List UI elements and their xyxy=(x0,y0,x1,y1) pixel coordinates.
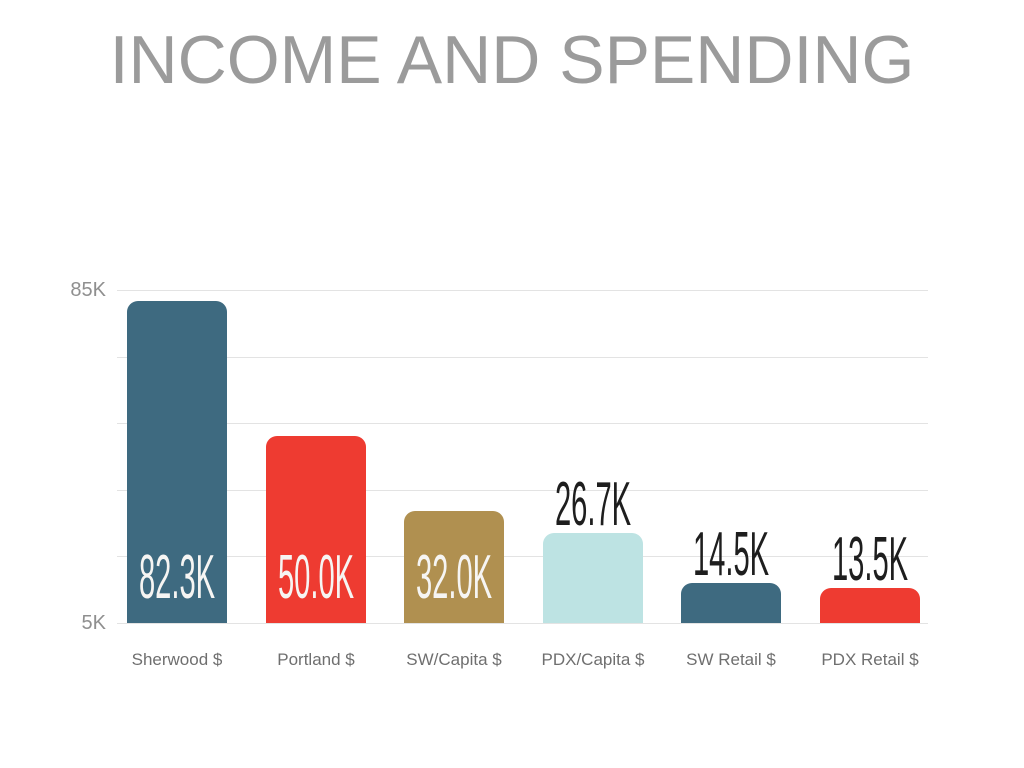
bar-value-text: 50.0K xyxy=(277,543,355,612)
bar-value-text: 26.7K xyxy=(554,470,632,539)
plot-area: 82.3K Sherwood $ 50.0K Portland $ 32.0K SW/Ca… xyxy=(115,290,928,669)
bar-value-label-portland: 50.0K xyxy=(216,547,416,609)
x-axis-label-sw-capita: SW/Capita $ xyxy=(406,650,502,669)
bar-value-label-pdx-retail: 13.5K xyxy=(770,529,970,591)
x-axis-label-pdx-capita: PDX/Capita $ xyxy=(541,650,645,669)
gridline xyxy=(117,357,928,358)
x-axis-label-sherwood: Sherwood $ xyxy=(131,650,223,669)
gridline xyxy=(117,490,928,491)
x-axis-label-pdx-retail: PDX Retail $ xyxy=(821,650,919,669)
bar-pdx-capita xyxy=(543,533,643,623)
gridline xyxy=(117,423,928,424)
bar-value-text: 82.3K xyxy=(138,543,216,612)
bar-value-label-sherwood: 82.3K xyxy=(77,547,277,609)
x-axis-label-portland: Portland $ xyxy=(277,650,355,669)
y-axis-tick-min: 5K xyxy=(81,612,106,634)
gridline xyxy=(117,623,928,624)
x-axis-label-sw-retail: SW Retail $ xyxy=(686,650,776,669)
gridline xyxy=(117,556,928,557)
bar-value-text: 14.5K xyxy=(692,520,770,589)
bar-portland xyxy=(266,436,366,623)
bar-value-text: 13.5K xyxy=(831,525,909,594)
y-axis-tick-max: 85K xyxy=(70,279,106,301)
bar-value-text: 32.0K xyxy=(415,543,493,612)
bar-value-label-sw-capita: 32.0K xyxy=(354,547,554,609)
chart-title: INCOME AND SPENDING xyxy=(109,22,915,98)
bar-value-label-sw-retail: 14.5K xyxy=(631,524,831,586)
bar-pdx-retail xyxy=(820,588,920,623)
bar-sw-capita xyxy=(404,511,504,623)
bar-sw-retail xyxy=(681,583,781,623)
bar-sherwood xyxy=(127,301,227,623)
gridline xyxy=(117,290,928,291)
bar-value-label-pdx-capita: 26.7K xyxy=(493,474,693,536)
